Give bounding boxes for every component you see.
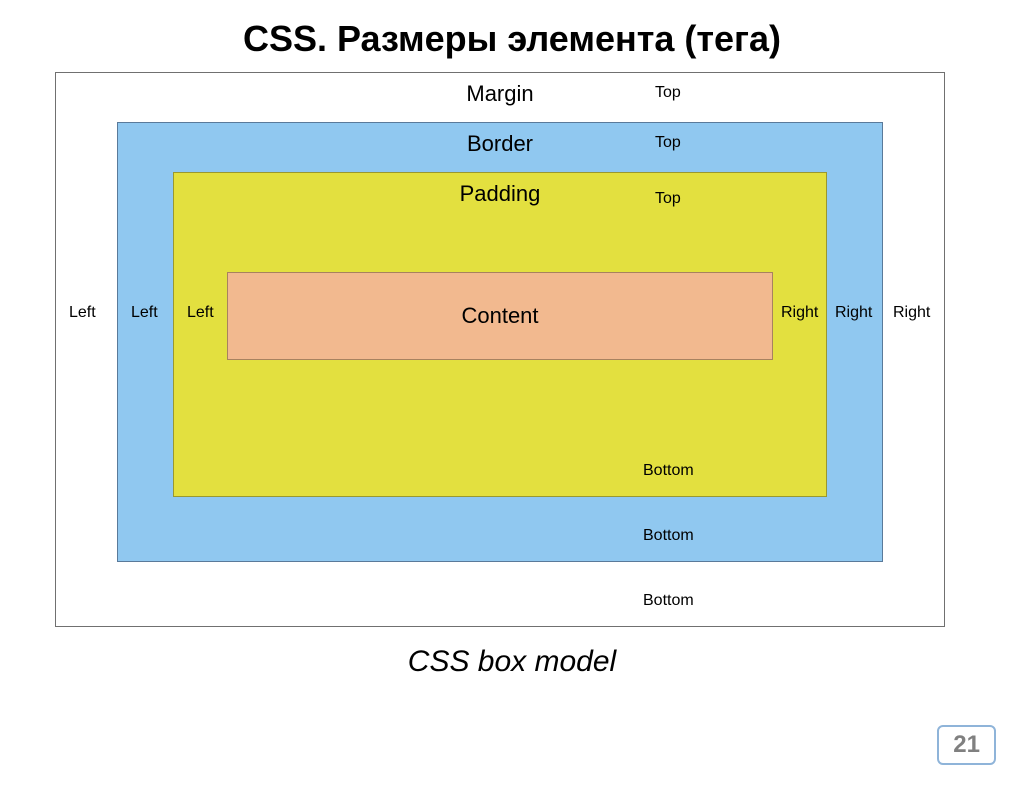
content-box: Content xyxy=(227,272,773,360)
left-label-padding: Left xyxy=(187,304,214,322)
page-number: 21 xyxy=(937,725,996,765)
margin-label: Margin xyxy=(466,81,533,107)
box-model-diagram: Margin Border Padding Content Top Top To… xyxy=(55,72,945,627)
top-label-margin: Top xyxy=(655,84,681,102)
border-label: Border xyxy=(467,131,533,157)
padding-label: Padding xyxy=(460,181,541,207)
right-label-margin: Right xyxy=(893,304,930,322)
right-label-border: Right xyxy=(835,304,872,322)
left-label-margin: Left xyxy=(69,304,96,322)
right-label-padding: Right xyxy=(781,304,818,322)
bottom-label-margin: Bottom xyxy=(643,592,694,610)
content-label: Content xyxy=(461,303,538,329)
bottom-label-padding: Bottom xyxy=(643,462,694,480)
bottom-label-border: Bottom xyxy=(643,527,694,545)
top-label-border: Top xyxy=(655,134,681,152)
slide-title: CSS. Размеры элемента (тега) xyxy=(0,18,1024,60)
top-label-padding: Top xyxy=(655,190,681,208)
slide-subtitle: CSS box model xyxy=(0,645,1024,679)
left-label-border: Left xyxy=(131,304,158,322)
